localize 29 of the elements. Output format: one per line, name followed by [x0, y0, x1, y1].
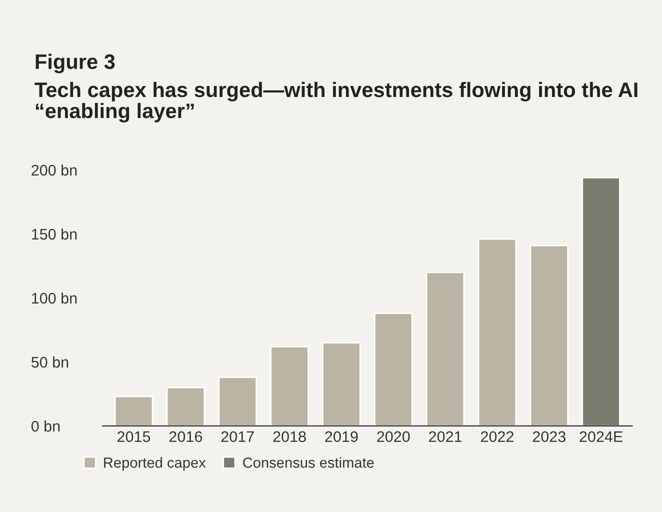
x-tick-label: 2021 [429, 431, 462, 442]
chart-title: Figure 3 [36, 54, 115, 74]
x-tick-label: 2024E [580, 431, 622, 442]
chart-subtitle: Tech capex has surged—with investments flowing into the AI “enabling layer” [34, 82, 638, 122]
x-tick-label: 2017 [221, 431, 254, 442]
bar [322, 342, 361, 426]
x-tick-label: 2023 [532, 431, 566, 442]
x-tick-label: 2022 [480, 431, 514, 442]
y-tick-label: 100 bn [32, 292, 77, 304]
bar [582, 176, 620, 426]
y-tick-label: 50 bn [31, 356, 68, 368]
legend-label: Reported capex [104, 457, 206, 471]
bar [374, 312, 413, 426]
x-tick-label: 2020 [377, 431, 410, 442]
x-tick-label: 2015 [118, 431, 150, 442]
y-tick-label: 150 bn [32, 228, 77, 240]
x-tick-label: 2016 [169, 431, 202, 442]
bar [426, 272, 465, 426]
x-tick-label: 2018 [273, 431, 306, 442]
bar [530, 244, 569, 426]
y-tick-label: 200 bn [32, 164, 77, 176]
legend-label: Consensus estimate [243, 457, 374, 468]
bar [270, 346, 309, 426]
bar [114, 396, 154, 426]
y-tick-label: 0 bn [31, 420, 60, 432]
bar [166, 386, 206, 426]
bar [478, 238, 517, 426]
bar [218, 376, 257, 426]
x-tick-label: 2019 [325, 431, 358, 442]
